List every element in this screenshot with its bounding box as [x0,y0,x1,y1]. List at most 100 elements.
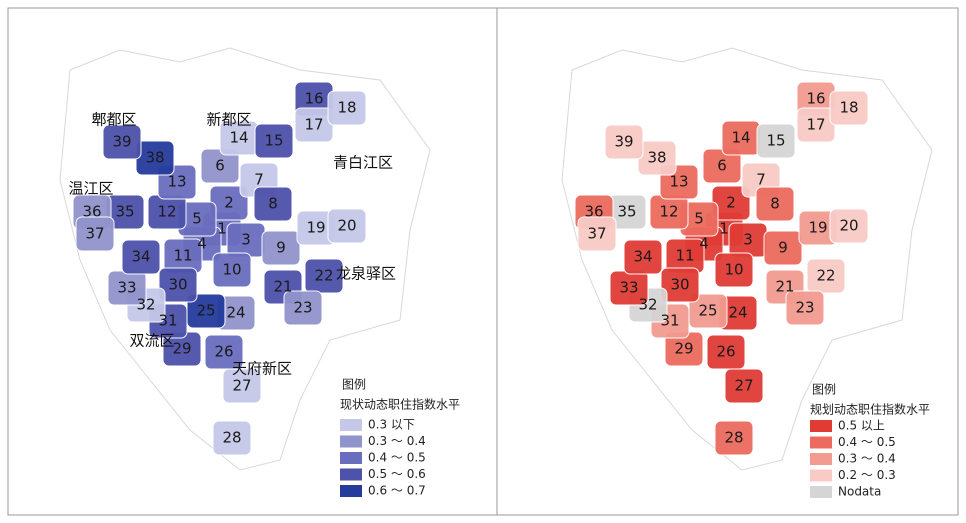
zone [204,334,244,370]
zone [756,123,796,159]
zone-label: 7 [254,171,264,189]
zone [75,216,115,252]
zone [829,208,869,244]
zone [785,290,825,326]
zone-label: 25 [698,302,717,320]
zone-label: 15 [264,132,283,150]
zone-label: 18 [337,99,356,117]
zone-label: 14 [731,129,750,147]
zone [714,420,754,456]
zone-label: 14 [229,129,248,147]
district-label: 新都区 [206,111,251,129]
zone-label: 16 [806,90,825,108]
zone-label: 22 [314,267,333,285]
zone-label: 15 [766,132,785,150]
zone-label: 8 [770,195,780,213]
zone-label: 28 [222,429,241,447]
zone [755,186,795,222]
zone [763,230,803,266]
legend-swatch [340,485,362,497]
zone-label: 31 [158,312,177,330]
zone-label: 25 [196,302,215,320]
district-label: 温江区 [68,180,113,198]
zone-label: 30 [168,276,187,294]
legend-swatch [340,419,362,431]
zone [623,239,663,275]
zone-label: 23 [795,299,814,317]
zone-label: 27 [734,377,753,395]
legend-swatch [810,436,832,449]
zone-label: 1 [217,220,227,238]
zone-label: 39 [614,133,633,151]
legend-subtitle: 规划动态职住指数水平 [810,402,930,417]
zone-label: 19 [808,219,827,237]
zone-label: 24 [728,304,747,322]
legend-label: 0.6 ～ 0.7 [368,484,426,498]
zone [724,368,764,404]
zone [261,230,301,266]
legend-label: 0.5 ～ 0.6 [368,467,426,481]
zone [212,252,252,288]
zone [660,267,700,303]
district-label: 青白江区 [333,154,393,172]
zone-label: 39 [112,133,131,151]
zone-label: 37 [587,225,606,243]
zone-label: 20 [839,217,858,235]
legend-swatch [810,453,832,465]
legend-subtitle: 现状动态职住指数水平 [340,397,460,412]
legend-label: 0.5 以上 [838,419,885,433]
legend-swatch [340,468,362,481]
legend-label: 0.3 以下 [368,418,415,432]
zone-label: 3 [241,231,251,249]
zone [222,368,262,404]
zone-label: 9 [778,239,788,257]
zone-label: 36 [584,203,603,221]
zone-label: 11 [173,247,192,265]
zone-label: 3 [743,231,753,249]
zone-label: 35 [617,203,636,221]
zone [121,239,161,275]
zone-label: 13 [167,173,186,191]
zone-label: 33 [619,279,638,297]
legend-swatch [810,420,832,432]
zone-label: 2 [224,194,234,212]
zone-label: 22 [816,267,835,285]
zone [604,124,644,160]
district-label: 天府新区 [232,360,292,378]
zone [706,334,746,370]
legend-swatch [340,435,362,448]
zone-label: 32 [136,296,155,314]
zone-label: 36 [82,203,101,221]
district-label: 龙泉驿区 [336,265,396,283]
legend-title: 图例 [812,383,836,397]
zone [806,258,846,294]
zone-label: 8 [268,195,278,213]
zone-label: 31 [660,312,679,330]
zone-label: 23 [293,299,312,317]
zone [829,90,869,126]
legend-label: 0.4 ～ 0.5 [368,451,426,465]
zone-label: 32 [638,296,657,314]
zone-label: 4 [699,235,709,253]
legend-title: 图例 [342,378,366,392]
zone-label: 12 [659,203,678,221]
zone-label: 26 [716,343,735,361]
zone [254,123,294,159]
zone-label: 20 [337,217,356,235]
legend-label: 0.4 ～ 0.5 [838,435,896,449]
zone-label: 5 [694,210,704,228]
zone-label: 30 [670,276,689,294]
zone-label: 17 [806,116,825,134]
zone-label: 29 [172,340,191,358]
zone-label: 1 [719,220,729,238]
zone-label: 24 [226,304,245,322]
zone-label: 38 [647,149,666,167]
zone-label: 29 [674,340,693,358]
zone [577,216,617,252]
zone [158,267,198,303]
zone-label: 26 [214,343,233,361]
zone-label: 9 [276,239,286,257]
